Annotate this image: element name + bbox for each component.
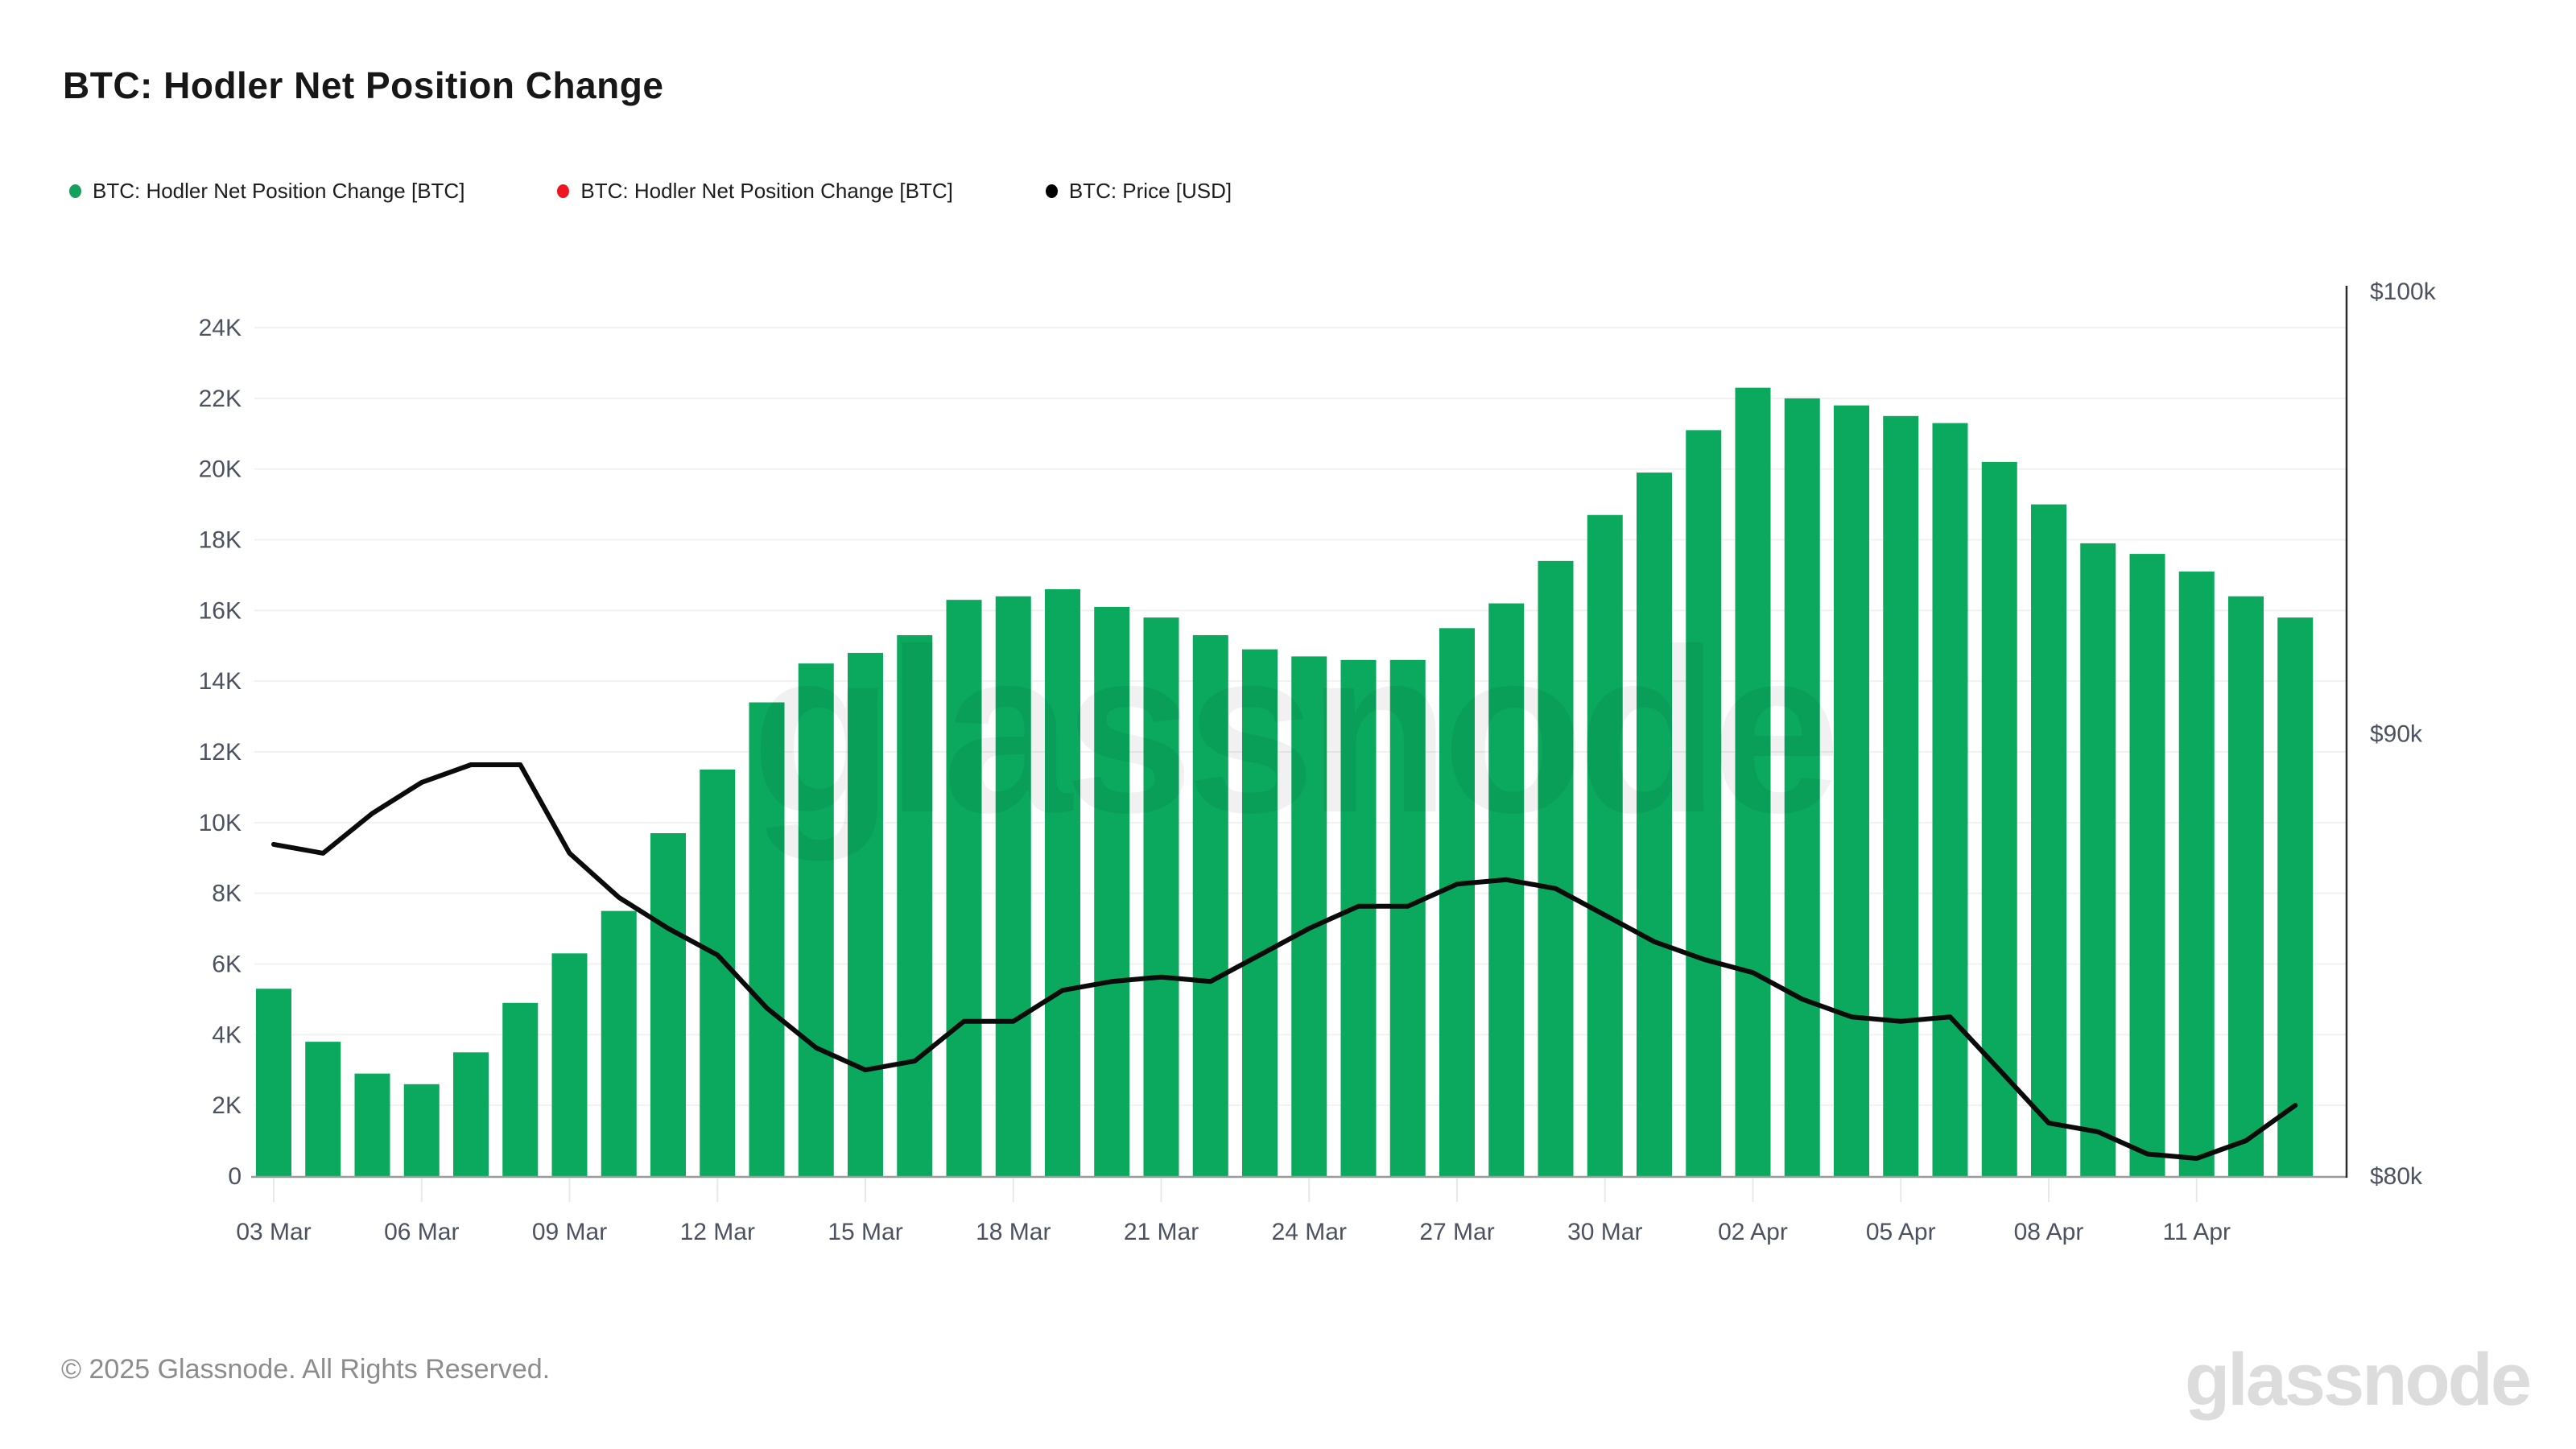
bar-19-mar[interactable] xyxy=(1045,588,1080,1176)
bar-20-mar[interactable] xyxy=(1094,606,1130,1176)
bar-22-mar[interactable] xyxy=(1192,635,1228,1176)
x-axis-label-09-mar: 09 Mar xyxy=(532,1219,607,1245)
x-axis-label-02-apr: 02 Apr xyxy=(1718,1219,1788,1245)
right-axis-label-80k: $80k xyxy=(2370,1163,2423,1190)
bar-08-mar[interactable] xyxy=(502,1002,539,1176)
left-axis-label-20k: 20K xyxy=(199,456,242,483)
left-axis-label-10k: 10K xyxy=(199,810,242,836)
bar-24-mar[interactable] xyxy=(1291,656,1327,1176)
bar-28-mar[interactable] xyxy=(1488,603,1525,1176)
left-axis-label-22k: 22K xyxy=(199,386,242,412)
bar-15-mar[interactable] xyxy=(848,653,883,1176)
left-axis-label-4k: 4K xyxy=(212,1022,242,1048)
page-title: BTC: Hodler Net Position Change xyxy=(63,64,664,106)
bar-13-apr[interactable] xyxy=(2277,617,2314,1176)
bar-12-apr[interactable] xyxy=(2228,596,2264,1176)
left-axis-label-8k: 8K xyxy=(212,881,242,907)
bar-29-mar[interactable] xyxy=(1538,560,1574,1176)
bar-04-apr[interactable] xyxy=(1834,405,1869,1176)
bar-30-mar[interactable] xyxy=(1587,514,1623,1176)
bar-13-mar[interactable] xyxy=(749,702,785,1176)
legend-label: BTC: Hodler Net Position Change [BTC] xyxy=(93,179,465,203)
x-axis-label-24-mar: 24 Mar xyxy=(1272,1219,1347,1245)
bar-04-mar[interactable] xyxy=(305,1042,341,1176)
x-axis-label-30-mar: 30 Mar xyxy=(1567,1219,1642,1245)
watermark-glassnode: glassnode xyxy=(751,601,1835,862)
right-axis-label-90k: $90k xyxy=(2370,721,2423,748)
bar-07-mar[interactable] xyxy=(453,1052,489,1176)
bar-27-mar[interactable] xyxy=(1439,628,1475,1176)
dot-icon xyxy=(557,184,570,198)
x-axis-label-21-mar: 21 Mar xyxy=(1124,1219,1199,1245)
left-axis-label-12k: 12K xyxy=(199,739,242,766)
price-line xyxy=(271,762,2298,1161)
dot-icon xyxy=(69,184,81,198)
bar-10-apr[interactable] xyxy=(2129,554,2165,1176)
legend: BTC: Hodler Net Position Change [BTC] BTC… xyxy=(69,179,1232,204)
bar-06-mar[interactable] xyxy=(403,1084,440,1176)
left-axis-label-18k: 18K xyxy=(199,527,242,554)
right-axis-label-100k: $100k xyxy=(2370,279,2437,305)
x-axis-label-12-mar: 12 Mar xyxy=(680,1219,755,1245)
bar-05-mar[interactable] xyxy=(354,1073,390,1176)
left-axis-label-16k: 16K xyxy=(199,597,242,624)
bar-05-apr[interactable] xyxy=(1883,415,1919,1176)
bar-14-mar[interactable] xyxy=(798,663,834,1176)
bar-03-mar[interactable] xyxy=(256,989,291,1176)
bar-02-apr[interactable] xyxy=(1735,387,1771,1176)
legend-label: BTC: Price [USD] xyxy=(1068,179,1232,203)
bar-21-mar[interactable] xyxy=(1143,617,1179,1176)
bar-11-apr[interactable] xyxy=(2178,572,2215,1176)
x-axis-label-08-apr: 08 Apr xyxy=(2014,1219,2084,1245)
bar-26-mar[interactable] xyxy=(1389,659,1426,1176)
bar-01-apr[interactable] xyxy=(1686,430,1722,1176)
left-axis-label-0: 0 xyxy=(228,1163,242,1190)
bar-03-apr[interactable] xyxy=(1784,398,1820,1176)
legend-item-hodler-net-position-red[interactable]: BTC: Hodler Net Position Change [BTC] xyxy=(557,179,953,204)
bar-16-mar[interactable] xyxy=(897,635,933,1176)
x-axis-label-03-mar: 03 Mar xyxy=(236,1219,311,1245)
bar-11-mar[interactable] xyxy=(650,833,686,1176)
bar-09-mar[interactable] xyxy=(551,953,588,1176)
legend-item-price[interactable]: BTC: Price [USD] xyxy=(1045,179,1232,204)
dot-icon xyxy=(1045,184,1058,198)
bar-23-mar[interactable] xyxy=(1242,649,1278,1176)
bar-12-mar[interactable] xyxy=(700,769,736,1176)
bar-08-apr[interactable] xyxy=(2031,504,2066,1176)
x-axis-label-18-mar: 18 Mar xyxy=(976,1219,1051,1245)
left-axis-label-24k: 24K xyxy=(199,315,242,341)
x-axis-label-15-mar: 15 Mar xyxy=(828,1219,902,1245)
bar-25-mar[interactable] xyxy=(1340,659,1377,1176)
bar-06-apr[interactable] xyxy=(1932,423,1968,1176)
left-axis-label-14k: 14K xyxy=(199,668,242,695)
bar-31-mar[interactable] xyxy=(1637,473,1672,1176)
x-axis-label-06-mar: 06 Mar xyxy=(384,1219,459,1245)
copyright-text: © 2025 Glassnode. All Rights Reserved. xyxy=(61,1354,551,1385)
bar-18-mar[interactable] xyxy=(995,596,1031,1176)
x-axis-label-11-apr: 11 Apr xyxy=(2162,1219,2231,1245)
bar-10-mar[interactable] xyxy=(601,910,637,1176)
legend-label: BTC: Hodler Net Position Change [BTC] xyxy=(580,179,953,203)
bar-17-mar[interactable] xyxy=(946,600,982,1176)
x-axis-label-05-apr: 05 Apr xyxy=(1866,1219,1936,1245)
legend-item-hodler-net-position-green[interactable]: BTC: Hodler Net Position Change [BTC] xyxy=(69,179,464,204)
bar-09-apr[interactable] xyxy=(2080,543,2116,1176)
glassnode-logo: glassnode xyxy=(2184,1339,2532,1421)
left-axis-label-6k: 6K xyxy=(212,952,242,978)
left-axis-label-2k: 2K xyxy=(212,1092,242,1119)
x-axis-label-27-mar: 27 Mar xyxy=(1419,1219,1494,1245)
